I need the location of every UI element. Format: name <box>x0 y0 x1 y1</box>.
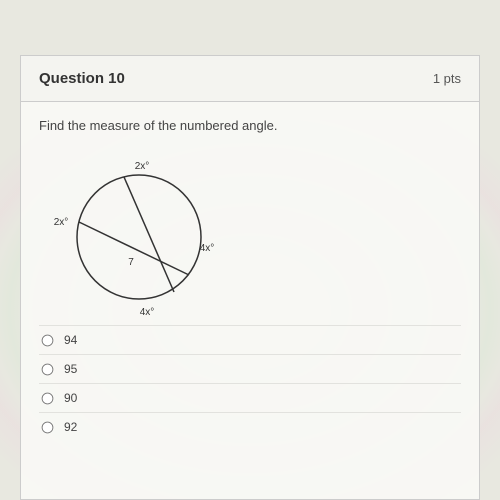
arc-label-top: 2x° <box>135 161 150 172</box>
circle-outline <box>77 175 201 299</box>
question-header: Question 10 1 pts <box>21 56 479 102</box>
question-card: Question 10 1 pts Find the measure of th… <box>20 55 480 500</box>
chord-2 <box>124 177 174 292</box>
option-radio[interactable] <box>42 392 54 404</box>
question-body: Find the measure of the numbered angle. … <box>21 102 479 451</box>
option-label: 92 <box>64 420 77 434</box>
arc-label-left: 2x° <box>54 217 69 228</box>
circle-diagram: 2x° 2x° 4x° 4x° 7 <box>49 147 249 317</box>
option-radio[interactable] <box>42 363 54 375</box>
option-radio[interactable] <box>42 421 54 433</box>
angle-number-label: 7 <box>128 257 134 268</box>
option-row[interactable]: 90 <box>39 383 461 412</box>
option-radio[interactable] <box>42 334 54 346</box>
chord-1 <box>79 222 189 275</box>
option-row[interactable]: 94 <box>39 325 461 354</box>
question-points: 1 pts <box>433 71 461 86</box>
answer-options: 94 95 90 92 <box>39 325 461 441</box>
question-prompt: Find the measure of the numbered angle. <box>39 118 461 133</box>
option-label: 95 <box>64 362 77 376</box>
question-title: Question 10 <box>39 70 125 87</box>
option-label: 90 <box>64 391 77 405</box>
arc-label-right: 4x° <box>200 243 215 254</box>
option-label: 94 <box>64 333 77 347</box>
arc-label-bottom: 4x° <box>140 307 155 317</box>
diagram-svg: 2x° 2x° 4x° 4x° 7 <box>49 147 249 317</box>
option-row[interactable]: 92 <box>39 412 461 441</box>
option-row[interactable]: 95 <box>39 354 461 383</box>
